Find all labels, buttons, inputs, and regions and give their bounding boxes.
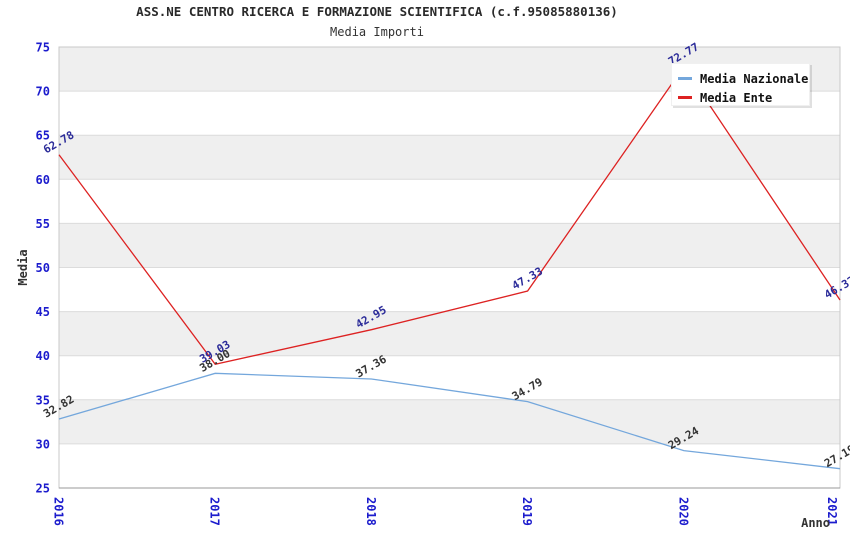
series-line-media-nazionale xyxy=(58,372,841,470)
y-tick-label: 55 xyxy=(36,217,50,231)
plot-band xyxy=(59,399,840,444)
data-point-label: 34.79 xyxy=(510,375,545,403)
plot-band xyxy=(59,135,840,180)
legend-label-media-ente: Media Ente xyxy=(700,90,773,105)
x-tick-label: 2016 xyxy=(52,497,66,526)
y-tick-label: 60 xyxy=(36,173,50,187)
y-axis-title: Media xyxy=(16,249,30,285)
legend-item-media-nazionale: Media Nazionale xyxy=(678,69,809,88)
x-tick-label: 2018 xyxy=(364,497,378,526)
y-tick-label: 25 xyxy=(36,482,50,496)
y-tick-label: 50 xyxy=(36,261,50,275)
plot-band xyxy=(59,311,840,356)
legend: Media Nazionale Media Ente xyxy=(671,63,810,106)
x-tick-label: 2017 xyxy=(208,497,222,526)
data-point-label: 27.19 xyxy=(822,442,850,470)
x-tick-label: 2019 xyxy=(520,497,534,526)
x-tick-label: 2020 xyxy=(676,497,690,526)
data-point-label: 47.33 xyxy=(510,265,545,293)
data-point-label: 46.32 xyxy=(822,274,850,302)
y-tick-label: 35 xyxy=(36,393,50,407)
y-tick-label: 40 xyxy=(36,349,50,363)
y-tick-label: 70 xyxy=(36,85,50,99)
y-tick-label: 45 xyxy=(36,305,50,319)
legend-label-media-nazionale: Media Nazionale xyxy=(700,71,809,86)
y-tick-label: 65 xyxy=(36,129,50,143)
x-axis-title: Anno xyxy=(801,516,830,530)
plot-band xyxy=(59,223,840,268)
y-tick-label: 30 xyxy=(36,437,50,451)
legend-swatch-ente-icon xyxy=(678,96,692,99)
legend-swatch-nazionale-icon xyxy=(678,77,692,80)
y-tick-label: 75 xyxy=(36,41,50,55)
chart-subtitle: Media Importi xyxy=(330,25,424,39)
x-tick-label: 2021 xyxy=(825,497,839,526)
data-point-label: 37.36 xyxy=(354,352,390,380)
legend-item-media-ente: Media Ente xyxy=(678,88,809,107)
chart-title: ASS.NE CENTRO RICERCA E FORMAZIONE SCIEN… xyxy=(136,4,618,19)
